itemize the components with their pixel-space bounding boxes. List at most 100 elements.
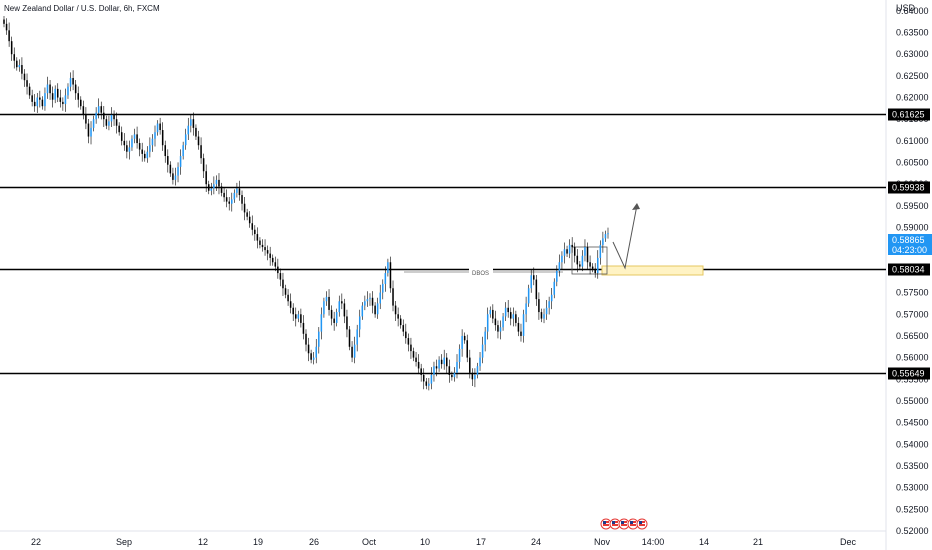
last-price-tag: 0.58865 04:23:00 (888, 234, 932, 255)
candle-body (422, 374, 425, 382)
candle-body (133, 134, 136, 139)
price-tick: 0.64000 (896, 6, 929, 16)
us-event-flag-icon[interactable] (627, 518, 639, 530)
candle-body (246, 212, 248, 217)
price-tick: 0.54000 (896, 439, 929, 449)
candle-body (430, 374, 433, 384)
price-tick: 0.57500 (896, 288, 929, 298)
level-value: 0.58034 (892, 265, 925, 275)
candle-body (213, 184, 215, 189)
price-tick: 0.52500 (896, 504, 929, 514)
candle-body (458, 348, 461, 362)
candle-body (118, 125, 120, 133)
candle-body (548, 301, 550, 308)
candle-body (433, 366, 435, 375)
price-tick: 0.63500 (896, 28, 929, 38)
range-box[interactable] (571, 246, 608, 275)
candle-body (279, 273, 282, 280)
time-axis[interactable]: 22 Sep 12 19 26 Oct 10 17 24 Nov 14:00 14 21 Dec (31, 537, 857, 547)
candle-body (77, 93, 79, 100)
economic-events[interactable] (600, 518, 648, 530)
currency-label: USD (896, 3, 916, 13)
candle-body (361, 305, 364, 317)
candle-body (33, 101, 36, 107)
candle-body (187, 125, 190, 135)
candle-body (420, 368, 422, 375)
candle-body (356, 329, 358, 345)
projection-path (612, 204, 638, 270)
candle-body (26, 80, 28, 87)
candle-body (97, 106, 100, 113)
candle-body (141, 149, 143, 154)
candle-body (54, 88, 56, 100)
candle-body (223, 192, 225, 198)
candle-body (156, 123, 159, 133)
time-tick: 21 (753, 537, 763, 547)
candle-body (312, 357, 315, 360)
candle-body (323, 301, 325, 315)
candle-body (300, 314, 302, 323)
price-tick: 0.53000 (896, 483, 929, 493)
candle-body (67, 86, 69, 96)
candle-body (563, 249, 566, 256)
price-tick: 0.60500 (896, 158, 929, 168)
candle-body (318, 331, 320, 347)
candle-body (238, 188, 241, 196)
candle-body (335, 312, 338, 323)
candle-body (305, 333, 307, 345)
candle-body (428, 383, 430, 386)
time-tick: Nov (594, 537, 611, 547)
candle-body (509, 312, 512, 319)
candle-body (333, 318, 335, 323)
time-tick: 14:00 (642, 537, 665, 547)
candle-body (13, 54, 16, 61)
candle-body (49, 84, 51, 94)
candle-body (591, 266, 594, 269)
candle-body (266, 250, 269, 254)
candle-body (31, 95, 33, 102)
candle-body (451, 374, 453, 378)
candle-body (108, 121, 110, 126)
candle-body (41, 99, 44, 107)
candle-body (225, 197, 228, 202)
candle-body (172, 173, 174, 180)
candle-body (463, 335, 466, 341)
candle-body (338, 301, 341, 313)
candle-body (392, 288, 394, 306)
candle-body (18, 65, 21, 68)
candle-body (371, 297, 374, 306)
candle-body (389, 262, 392, 289)
candle-body (341, 301, 343, 304)
us-event-flag-icon[interactable] (636, 518, 648, 530)
candle-body (220, 186, 223, 193)
candle-body (100, 106, 103, 113)
candle-body (23, 73, 26, 81)
candle-body (607, 233, 609, 235)
candle-body (382, 283, 384, 293)
candle-body (445, 357, 448, 367)
candle-body (484, 331, 486, 345)
demand-zone[interactable] (601, 265, 704, 276)
candle-body (545, 307, 548, 315)
price-tick: 0.57000 (896, 309, 929, 319)
candle-body (80, 99, 82, 107)
candle-body (218, 179, 220, 187)
candle-body (74, 84, 77, 94)
candle-body (248, 216, 251, 224)
candle-body (512, 314, 515, 319)
candles (3, 16, 609, 391)
candle-body (115, 119, 118, 126)
candle-body (197, 136, 200, 146)
candle-body (440, 359, 443, 365)
candle-body (402, 325, 405, 332)
candle-body (179, 156, 182, 167)
candle-body (369, 297, 371, 300)
candle-body (466, 340, 469, 358)
candle-body (571, 244, 573, 248)
chart-title-text: New Zealand Dollar / U.S. Dollar, 6h, FX… (4, 4, 160, 13)
candle-body (5, 23, 8, 31)
candle-body (364, 301, 366, 306)
time-tick: 19 (253, 537, 263, 547)
candle-body (315, 346, 318, 358)
